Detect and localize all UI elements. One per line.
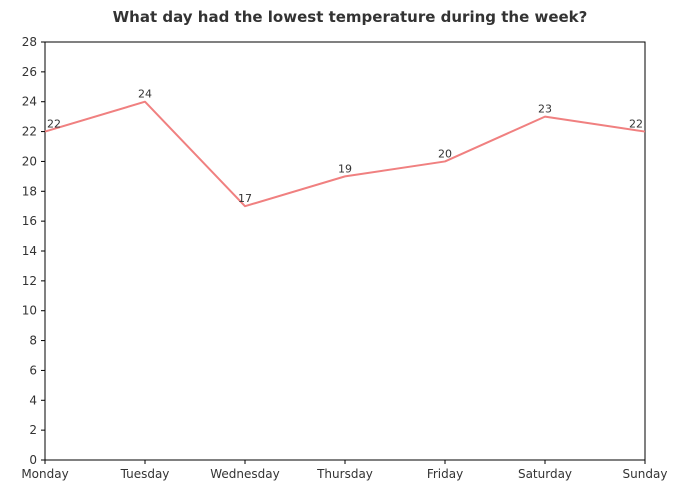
x-tick-label: Friday	[427, 467, 463, 481]
y-tick-label: 24	[22, 95, 37, 109]
y-tick-label: 18	[22, 184, 37, 198]
data-label: 22	[47, 118, 61, 131]
x-tick-label: Thursday	[316, 467, 373, 481]
x-tick-label: Sunday	[623, 467, 668, 481]
y-tick-label: 6	[29, 363, 37, 377]
y-tick-label: 10	[22, 304, 37, 318]
y-tick-label: 22	[22, 125, 37, 139]
plot-area-frame	[44, 41, 646, 461]
y-tick-label: 16	[22, 214, 37, 228]
x-tick-label: Tuesday	[120, 467, 170, 481]
y-tick-label: 4	[29, 393, 37, 407]
x-tick-label: Saturday	[518, 467, 572, 481]
y-tick-label: 0	[29, 453, 37, 467]
data-labels: 22 24 17 19 20 23 22	[47, 88, 643, 205]
series-layer	[44, 100, 646, 208]
y-tick-label: 20	[22, 154, 37, 168]
y-tick-label: 28	[22, 35, 37, 49]
x-tick-label: Monday	[21, 467, 68, 481]
data-label: 19	[338, 162, 352, 175]
y-tick-label: 8	[29, 334, 37, 348]
data-label: 20	[438, 147, 452, 160]
x-tick-label: Wednesday	[210, 467, 279, 481]
x-axis: Monday Tuesday Wednesday Thursday Friday Satu…	[21, 460, 667, 481]
y-tick-label: 26	[22, 65, 37, 79]
y-tick-label: 12	[22, 274, 37, 288]
data-label: 24	[138, 88, 152, 101]
series-line	[44, 100, 646, 208]
chart-title: What day had the lowest temperature duri…	[112, 8, 588, 26]
y-tick-label: 14	[22, 244, 37, 258]
y-tick-label: 2	[29, 423, 37, 437]
data-label: 17	[238, 192, 252, 205]
data-label: 23	[538, 103, 552, 116]
data-label: 22	[629, 118, 643, 131]
